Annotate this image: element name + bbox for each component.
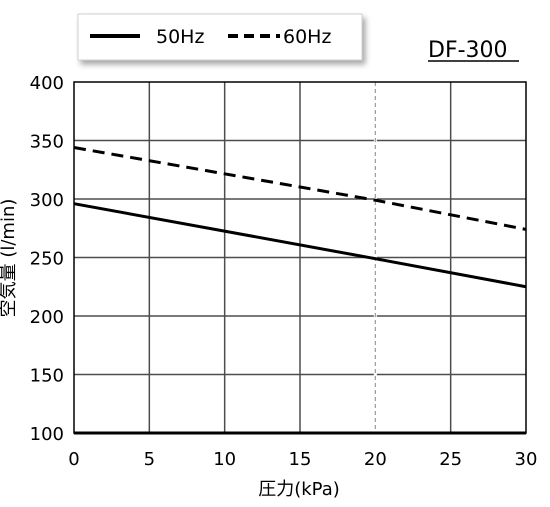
legend-label-50hz: 50Hz [156, 26, 204, 48]
y-tick-label-400: 400 [30, 73, 64, 94]
series-line-50hz [73, 202, 527, 289]
y-tick-labels: 100 150 200 250 300 350 400 [30, 73, 64, 445]
x-tick-label-20: 20 [364, 449, 387, 470]
series-line-60hz [73, 146, 527, 231]
x-tick-label-0: 0 [68, 449, 79, 470]
legend-label-60hz: 60Hz [283, 26, 331, 48]
model-label: DF-300 [428, 38, 508, 63]
series-group [73, 146, 527, 289]
y-axis-label: 空気量 (l/min) [0, 199, 19, 318]
y-tick-label-100: 100 [30, 424, 64, 445]
y-tick-label-300: 300 [30, 190, 64, 211]
y-tick-label-250: 250 [30, 249, 64, 270]
x-tick-label-15: 15 [289, 449, 312, 470]
x-tick-label-30: 30 [515, 449, 538, 470]
y-tick-label-150: 150 [30, 366, 64, 387]
x-tick-label-10: 10 [213, 449, 236, 470]
x-axis-label: 圧力(kPa) [258, 479, 340, 500]
x-tick-label-5: 5 [144, 449, 155, 470]
y-tick-label-350: 350 [30, 132, 64, 153]
x-tick-label-25: 25 [439, 449, 462, 470]
x-tick-labels: 0 5 10 15 20 25 30 [68, 449, 537, 470]
y-tick-label-200: 200 [30, 307, 64, 328]
legend: 50Hz 60Hz [77, 13, 363, 61]
grid [74, 82, 526, 433]
